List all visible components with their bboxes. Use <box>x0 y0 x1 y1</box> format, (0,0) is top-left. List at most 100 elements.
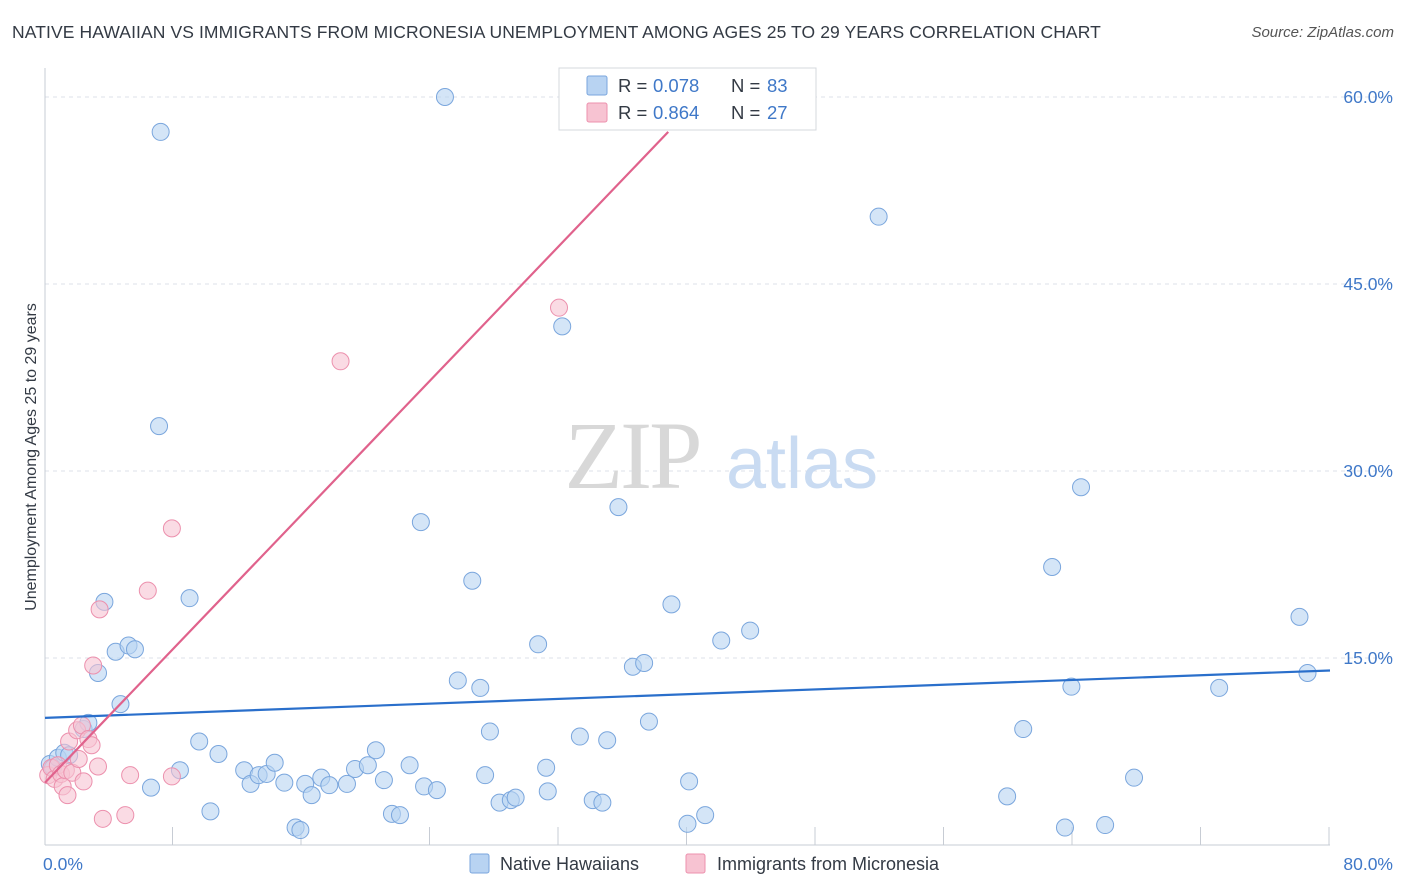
point-native-hawaiians <box>1125 768 1144 787</box>
point-native-hawaiians <box>302 786 321 805</box>
point-native-hawaiians <box>150 417 169 436</box>
point-native-hawaiians <box>598 731 617 750</box>
legend-r-label: R = <box>618 75 652 96</box>
legend-row-pink: R = 0.864 N = 27 <box>618 102 788 123</box>
legend-n-label: N = <box>731 102 765 123</box>
point-immigrants-from-micronesia <box>90 600 109 619</box>
point-native-hawaiians <box>180 589 199 608</box>
point-native-hawaiians <box>506 788 525 807</box>
trend-line-immigrants-from-micronesia <box>44 131 670 784</box>
series-immigrants-from-micronesia <box>39 298 568 828</box>
point-native-hawaiians <box>320 776 339 795</box>
legend-r-value: 0.864 <box>653 102 699 123</box>
x-tick-label: 0.0% <box>43 854 83 874</box>
series-legend: Native Hawaiians Immigrants from Microne… <box>469 853 940 874</box>
point-immigrants-from-micronesia <box>69 749 88 768</box>
point-native-hawaiians <box>553 317 572 336</box>
point-native-hawaiians <box>337 774 356 793</box>
legend-n-value: 27 <box>767 102 788 123</box>
legend-swatch-native-hawaiians <box>469 853 490 874</box>
legend-n-value: 83 <box>767 75 788 96</box>
point-immigrants-from-micronesia <box>550 298 568 317</box>
point-native-hawaiians <box>463 571 482 590</box>
point-native-hawaiians <box>1055 818 1074 837</box>
point-native-hawaiians <box>471 678 490 697</box>
point-native-hawaiians <box>869 207 888 226</box>
point-native-hawaiians <box>662 595 681 614</box>
watermark-atlas: atlas <box>726 424 878 504</box>
point-native-hawaiians <box>1043 557 1062 576</box>
point-native-hawaiians <box>593 793 612 812</box>
point-immigrants-from-micronesia <box>162 767 181 786</box>
trend-lines <box>44 131 1331 784</box>
point-native-hawaiians <box>209 744 228 763</box>
point-native-hawaiians <box>275 773 294 792</box>
chart-title: NATIVE HAWAIIAN VS IMMIGRANTS FROM MICRO… <box>12 22 1101 42</box>
point-native-hawaiians <box>570 727 589 746</box>
point-native-hawaiians <box>538 782 557 801</box>
point-immigrants-from-micronesia <box>58 786 77 805</box>
point-native-hawaiians <box>639 712 658 731</box>
point-immigrants-from-micronesia <box>121 766 140 785</box>
point-native-hawaiians <box>476 766 495 785</box>
point-immigrants-from-micronesia <box>116 806 135 825</box>
point-native-hawaiians <box>680 772 699 791</box>
point-native-hawaiians <box>125 640 144 659</box>
point-native-hawaiians <box>537 758 556 777</box>
point-immigrants-from-micronesia <box>162 519 181 538</box>
point-native-hawaiians <box>1290 607 1309 626</box>
point-native-hawaiians <box>448 671 467 690</box>
point-native-hawaiians <box>696 806 715 825</box>
legend-label-immigrants-from-micronesia: Immigrants from Micronesia <box>717 854 940 874</box>
legend-swatch-pink <box>586 102 608 123</box>
y-tick-label: 15.0% <box>1343 648 1393 668</box>
point-immigrants-from-micronesia <box>138 581 157 600</box>
point-immigrants-from-micronesia <box>331 352 350 371</box>
point-native-hawaiians <box>1298 663 1317 682</box>
point-native-hawaiians <box>1096 816 1115 835</box>
point-native-hawaiians <box>480 722 499 741</box>
legend-label-native-hawaiians: Native Hawaiians <box>500 854 639 874</box>
tick-labels: 15.0% 30.0% 45.0% 60.0% 0.0% 80.0% <box>43 87 1393 874</box>
point-native-hawaiians <box>1014 720 1033 739</box>
legend-row-blue: R = 0.078 N = 83 <box>618 75 788 96</box>
point-native-hawaiians <box>411 513 430 532</box>
point-native-hawaiians <box>1072 478 1091 497</box>
point-native-hawaiians <box>151 122 170 141</box>
watermark: ZIP atlas <box>565 402 879 509</box>
trend-line-native-hawaiians <box>44 669 1331 719</box>
point-native-hawaiians <box>400 756 419 775</box>
point-native-hawaiians <box>427 781 446 800</box>
point-native-hawaiians <box>201 802 220 821</box>
point-native-hawaiians <box>190 732 209 751</box>
y-tick-label: 45.0% <box>1343 274 1393 294</box>
point-native-hawaiians <box>1210 678 1229 697</box>
point-native-hawaiians <box>142 778 161 797</box>
point-immigrants-from-micronesia <box>89 757 108 776</box>
legend-swatch-immigrants-from-micronesia <box>685 853 706 874</box>
point-native-hawaiians <box>265 753 284 772</box>
point-native-hawaiians <box>358 756 377 775</box>
y-axis-label: Unemployment Among Ages 25 to 29 years <box>23 303 40 611</box>
point-immigrants-from-micronesia <box>74 772 93 791</box>
point-native-hawaiians <box>712 631 731 650</box>
point-native-hawaiians <box>998 787 1017 806</box>
stats-legend: R = 0.078 N = 83 R = 0.864 N = 27 <box>558 67 817 131</box>
legend-r-label: R = <box>618 102 652 123</box>
point-native-hawaiians <box>741 621 760 640</box>
point-native-hawaiians <box>1062 677 1081 696</box>
x-tick-label: 80.0% <box>1343 854 1393 874</box>
point-native-hawaiians <box>635 653 654 672</box>
legend-r-value: 0.078 <box>653 75 699 96</box>
point-native-hawaiians <box>374 771 393 790</box>
point-native-hawaiians <box>678 814 697 833</box>
point-immigrants-from-micronesia <box>93 809 112 828</box>
legend-swatch-blue <box>586 75 608 96</box>
point-native-hawaiians <box>435 88 454 106</box>
legend-n-label: N = <box>731 75 765 96</box>
point-immigrants-from-micronesia <box>82 736 101 755</box>
point-native-hawaiians <box>366 741 385 760</box>
point-native-hawaiians <box>291 821 310 840</box>
point-native-hawaiians <box>529 635 548 654</box>
